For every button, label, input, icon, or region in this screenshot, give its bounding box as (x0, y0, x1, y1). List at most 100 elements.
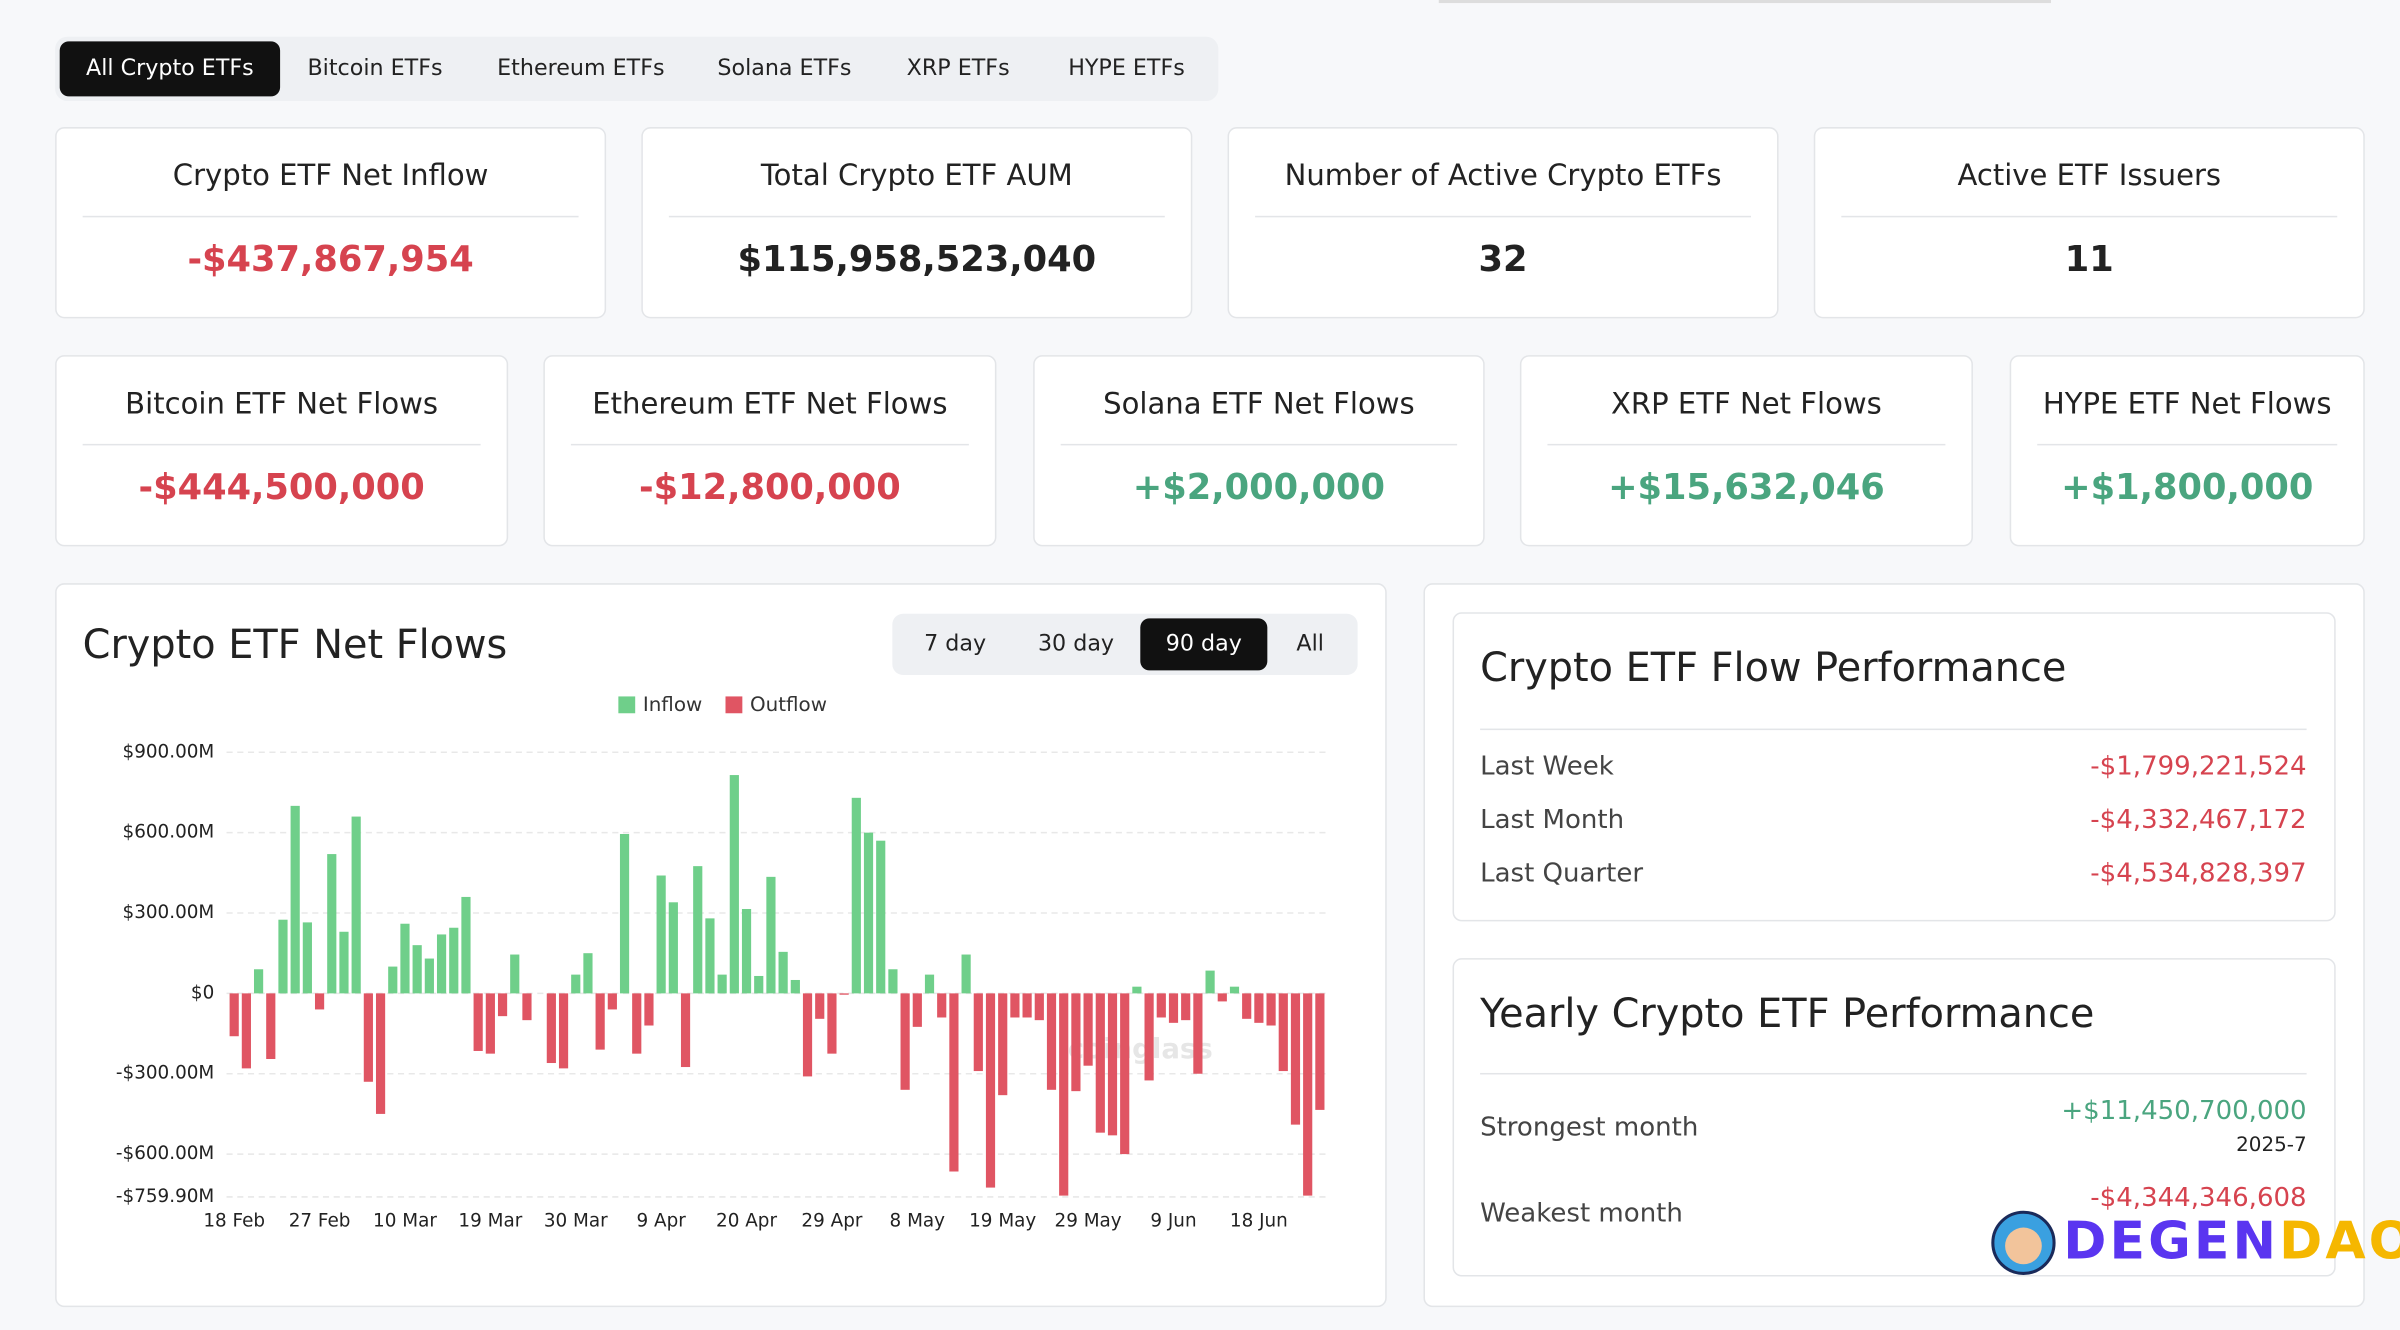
x-tick-label: 30 Mar (544, 1210, 608, 1231)
bar (266, 993, 276, 1060)
divider (1480, 1072, 2307, 1075)
bar (388, 966, 398, 994)
card-title: Active ETF Issuers (1957, 159, 2222, 193)
bar (253, 969, 264, 994)
tab[interactable]: XRP ETFs (906, 56, 1010, 82)
tab[interactable]: HYPE ETFs (1068, 56, 1185, 82)
row-label: Strongest month (1480, 1112, 1699, 1144)
bar (1193, 993, 1203, 1074)
bar (1083, 993, 1093, 1066)
x-tick-label: 27 Feb (289, 1210, 351, 1231)
bar (668, 902, 678, 994)
bar (1046, 993, 1057, 1090)
stat-card (641, 127, 1193, 319)
row-value: -$4,534,828,397 (2090, 858, 2307, 890)
x-tick-label: 20 Apr (716, 1210, 777, 1231)
bar (985, 993, 996, 1188)
bar (949, 993, 959, 1172)
bar (1303, 993, 1313, 1196)
range-button[interactable]: 90 day (1140, 618, 1268, 671)
panel-title: Crypto ETF Flow Performance (1480, 645, 2067, 692)
y-tick-label: $600.00M (123, 822, 215, 843)
bar (558, 993, 569, 1069)
row-period: 2025-7 (2236, 1134, 2307, 1158)
row-label: Last Quarter (1480, 858, 1644, 890)
tab[interactable]: All Crypto ETFs (59, 41, 281, 97)
bar (571, 974, 581, 994)
bar (241, 993, 251, 1069)
card-value: +$1,800,000 (2061, 468, 2314, 509)
bar (400, 923, 410, 994)
logo-part: DEGEN (2063, 1211, 2279, 1271)
range-button[interactable]: All (1296, 632, 1324, 657)
panel-title: Yearly Crypto ETF Performance (1480, 991, 2095, 1038)
bar (876, 840, 886, 994)
bar (510, 954, 520, 994)
bar (449, 927, 459, 994)
row-label: Last Month (1480, 805, 1625, 836)
x-tick-label: 29 May (1055, 1210, 1122, 1231)
stat-card (543, 355, 997, 547)
legend-swatch (725, 696, 743, 714)
legend-swatch (618, 696, 636, 714)
stat-card (1033, 355, 1485, 547)
bar (339, 931, 349, 994)
x-tick-label: 9 Jun (1150, 1210, 1196, 1231)
bar (327, 854, 337, 994)
logo-face (2005, 1227, 2042, 1265)
bar (1278, 993, 1288, 1072)
bar (998, 993, 1008, 1096)
x-tick-label: 18 Feb (203, 1210, 265, 1231)
bar (583, 953, 593, 994)
card-title: Solana ETF Net Flows (1103, 387, 1415, 421)
y-tick-label: -$759.90M (116, 1186, 214, 1207)
tab[interactable]: Ethereum ETFs (497, 56, 665, 82)
range-button[interactable]: 7 day (924, 632, 987, 657)
legend-label: Inflow (643, 693, 702, 716)
y-tick-label: -$600.00M (116, 1143, 214, 1164)
stat-card (55, 127, 607, 319)
bar (351, 816, 361, 994)
tab[interactable]: Solana ETFs (717, 56, 852, 82)
stat-card (2009, 355, 2365, 547)
bar (656, 875, 666, 994)
x-tick-label: 19 May (969, 1210, 1036, 1231)
divider (82, 443, 481, 446)
bar (607, 993, 617, 1010)
bar (973, 993, 983, 1072)
bar (1229, 986, 1240, 994)
bar (912, 993, 922, 1027)
bar (1290, 993, 1301, 1125)
top-rule (1438, 0, 2052, 4)
bar (619, 833, 630, 994)
bar (900, 993, 910, 1090)
bar (1266, 993, 1276, 1026)
bar (729, 775, 739, 994)
tab[interactable]: Bitcoin ETFs (307, 56, 443, 82)
chart-panel (55, 583, 1387, 1308)
bar (717, 974, 727, 994)
bar (766, 876, 776, 994)
bar (680, 993, 691, 1068)
divider (1060, 443, 1458, 446)
bar (1022, 993, 1032, 1018)
y-tick-label: $300.00M (123, 902, 215, 923)
bar (497, 993, 508, 1017)
range-button[interactable]: 30 day (1037, 632, 1115, 657)
bar (1315, 993, 1325, 1110)
bar (1217, 993, 1227, 1002)
bar (424, 958, 434, 994)
bar (375, 993, 386, 1114)
divider (2037, 443, 2338, 446)
bar (522, 993, 532, 1021)
card-value: $115,958,523,040 (737, 240, 1097, 281)
stat-card (1519, 355, 1973, 547)
row-label: Weakest month (1480, 1198, 1683, 1230)
y-tick-label: -$300.00M (116, 1063, 214, 1084)
bar (436, 934, 447, 994)
divider (1841, 215, 2338, 218)
bar (229, 993, 239, 1037)
flow-performance-card (1452, 612, 2336, 922)
x-tick-label: 9 Apr (637, 1210, 687, 1231)
